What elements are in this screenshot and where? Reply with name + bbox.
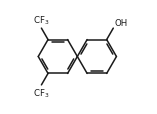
Text: $\mathsf{CF_3}$: $\mathsf{CF_3}$ xyxy=(33,15,49,27)
Text: $\mathsf{CF_3}$: $\mathsf{CF_3}$ xyxy=(33,87,49,99)
Text: OH: OH xyxy=(114,19,127,28)
